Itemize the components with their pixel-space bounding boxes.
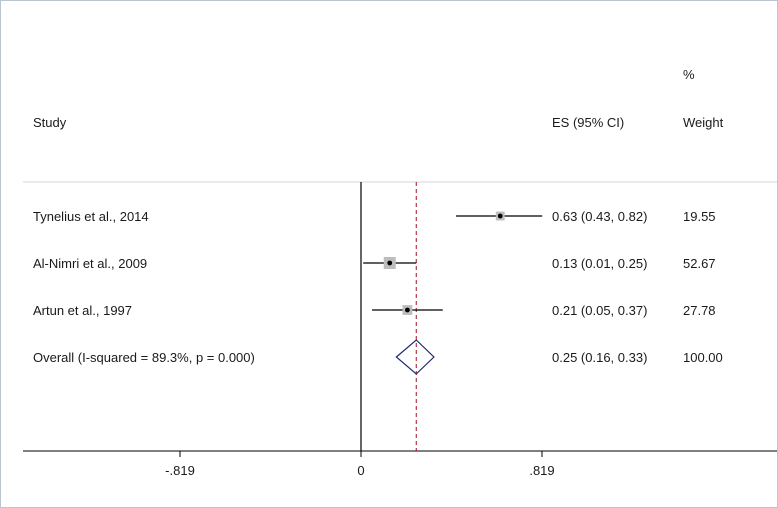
point-estimate xyxy=(387,260,393,266)
study-label: Artun et al., 1997 xyxy=(33,303,132,318)
x-tick-label: 0 xyxy=(357,463,364,478)
overall-effect-size-text: 0.25 (0.16, 0.33) xyxy=(552,350,647,365)
effect-size-text: 0.13 (0.01, 0.25) xyxy=(552,256,647,271)
weight-text: 19.55 xyxy=(683,209,716,224)
effect-size-text: 0.21 (0.05, 0.37) xyxy=(552,303,647,318)
study-row-3: Artun et al., 1997 0.21 (0.05, 0.37) 27.… xyxy=(33,303,716,318)
study-row-1: Tynelius et al., 2014 0.63 (0.43, 0.82) … xyxy=(33,209,716,224)
study-column-header: Study xyxy=(33,115,67,130)
point-estimate xyxy=(405,307,410,313)
weight-text: 52.67 xyxy=(683,256,716,271)
weight-percent-header: % xyxy=(683,67,695,82)
es-column-header: ES (95% CI) xyxy=(552,115,624,130)
weight-text: 27.78 xyxy=(683,303,716,318)
overall-label: Overall (I-squared = 89.3%, p = 0.000) xyxy=(33,350,255,365)
x-tick-label: -.819 xyxy=(165,463,195,478)
point-estimate xyxy=(497,213,503,219)
x-tick-label: .819 xyxy=(529,463,554,478)
overall-row: Overall (I-squared = 89.3%, p = 0.000) 0… xyxy=(33,339,723,375)
study-label: Tynelius et al., 2014 xyxy=(33,209,149,224)
weight-column-header: Weight xyxy=(683,115,724,130)
effect-size-text: 0.63 (0.43, 0.82) xyxy=(552,209,647,224)
study-label: Al-Nimri et al., 2009 xyxy=(33,256,147,271)
overall-weight-text: 100.00 xyxy=(683,350,723,365)
x-axis-ticks: -.819 0 .819 xyxy=(165,451,555,478)
study-row-2: Al-Nimri et al., 2009 0.13 (0.01, 0.25) … xyxy=(33,256,716,271)
overall-diamond xyxy=(395,339,435,375)
